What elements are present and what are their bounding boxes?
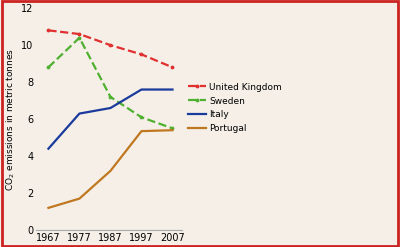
Italy [139, 88, 144, 91]
United Kingdom [108, 44, 113, 47]
United Kingdom [170, 66, 175, 69]
Y-axis label: CO$_2$ emissions in metric tonnes: CO$_2$ emissions in metric tonnes [4, 47, 17, 191]
Portugal [170, 129, 175, 132]
Italy [77, 112, 82, 115]
Portugal [46, 206, 51, 209]
Sweden [108, 95, 113, 98]
Line: Sweden: Sweden [46, 35, 175, 131]
Italy [108, 106, 113, 109]
Line: Portugal: Portugal [48, 130, 172, 208]
Portugal [139, 130, 144, 133]
United Kingdom [46, 29, 51, 32]
Sweden [77, 36, 82, 39]
Sweden [46, 66, 51, 69]
Sweden [139, 116, 144, 119]
United Kingdom [77, 33, 82, 36]
Portugal [108, 169, 113, 172]
Italy [46, 147, 51, 150]
Legend: United Kingdom, Sweden, Italy, Portugal: United Kingdom, Sweden, Italy, Portugal [188, 82, 282, 133]
United Kingdom [139, 53, 144, 56]
Line: United Kingdom: United Kingdom [46, 28, 175, 70]
Italy [170, 88, 175, 91]
Sweden [170, 127, 175, 130]
Line: Italy: Italy [48, 89, 172, 149]
Portugal [77, 197, 82, 200]
